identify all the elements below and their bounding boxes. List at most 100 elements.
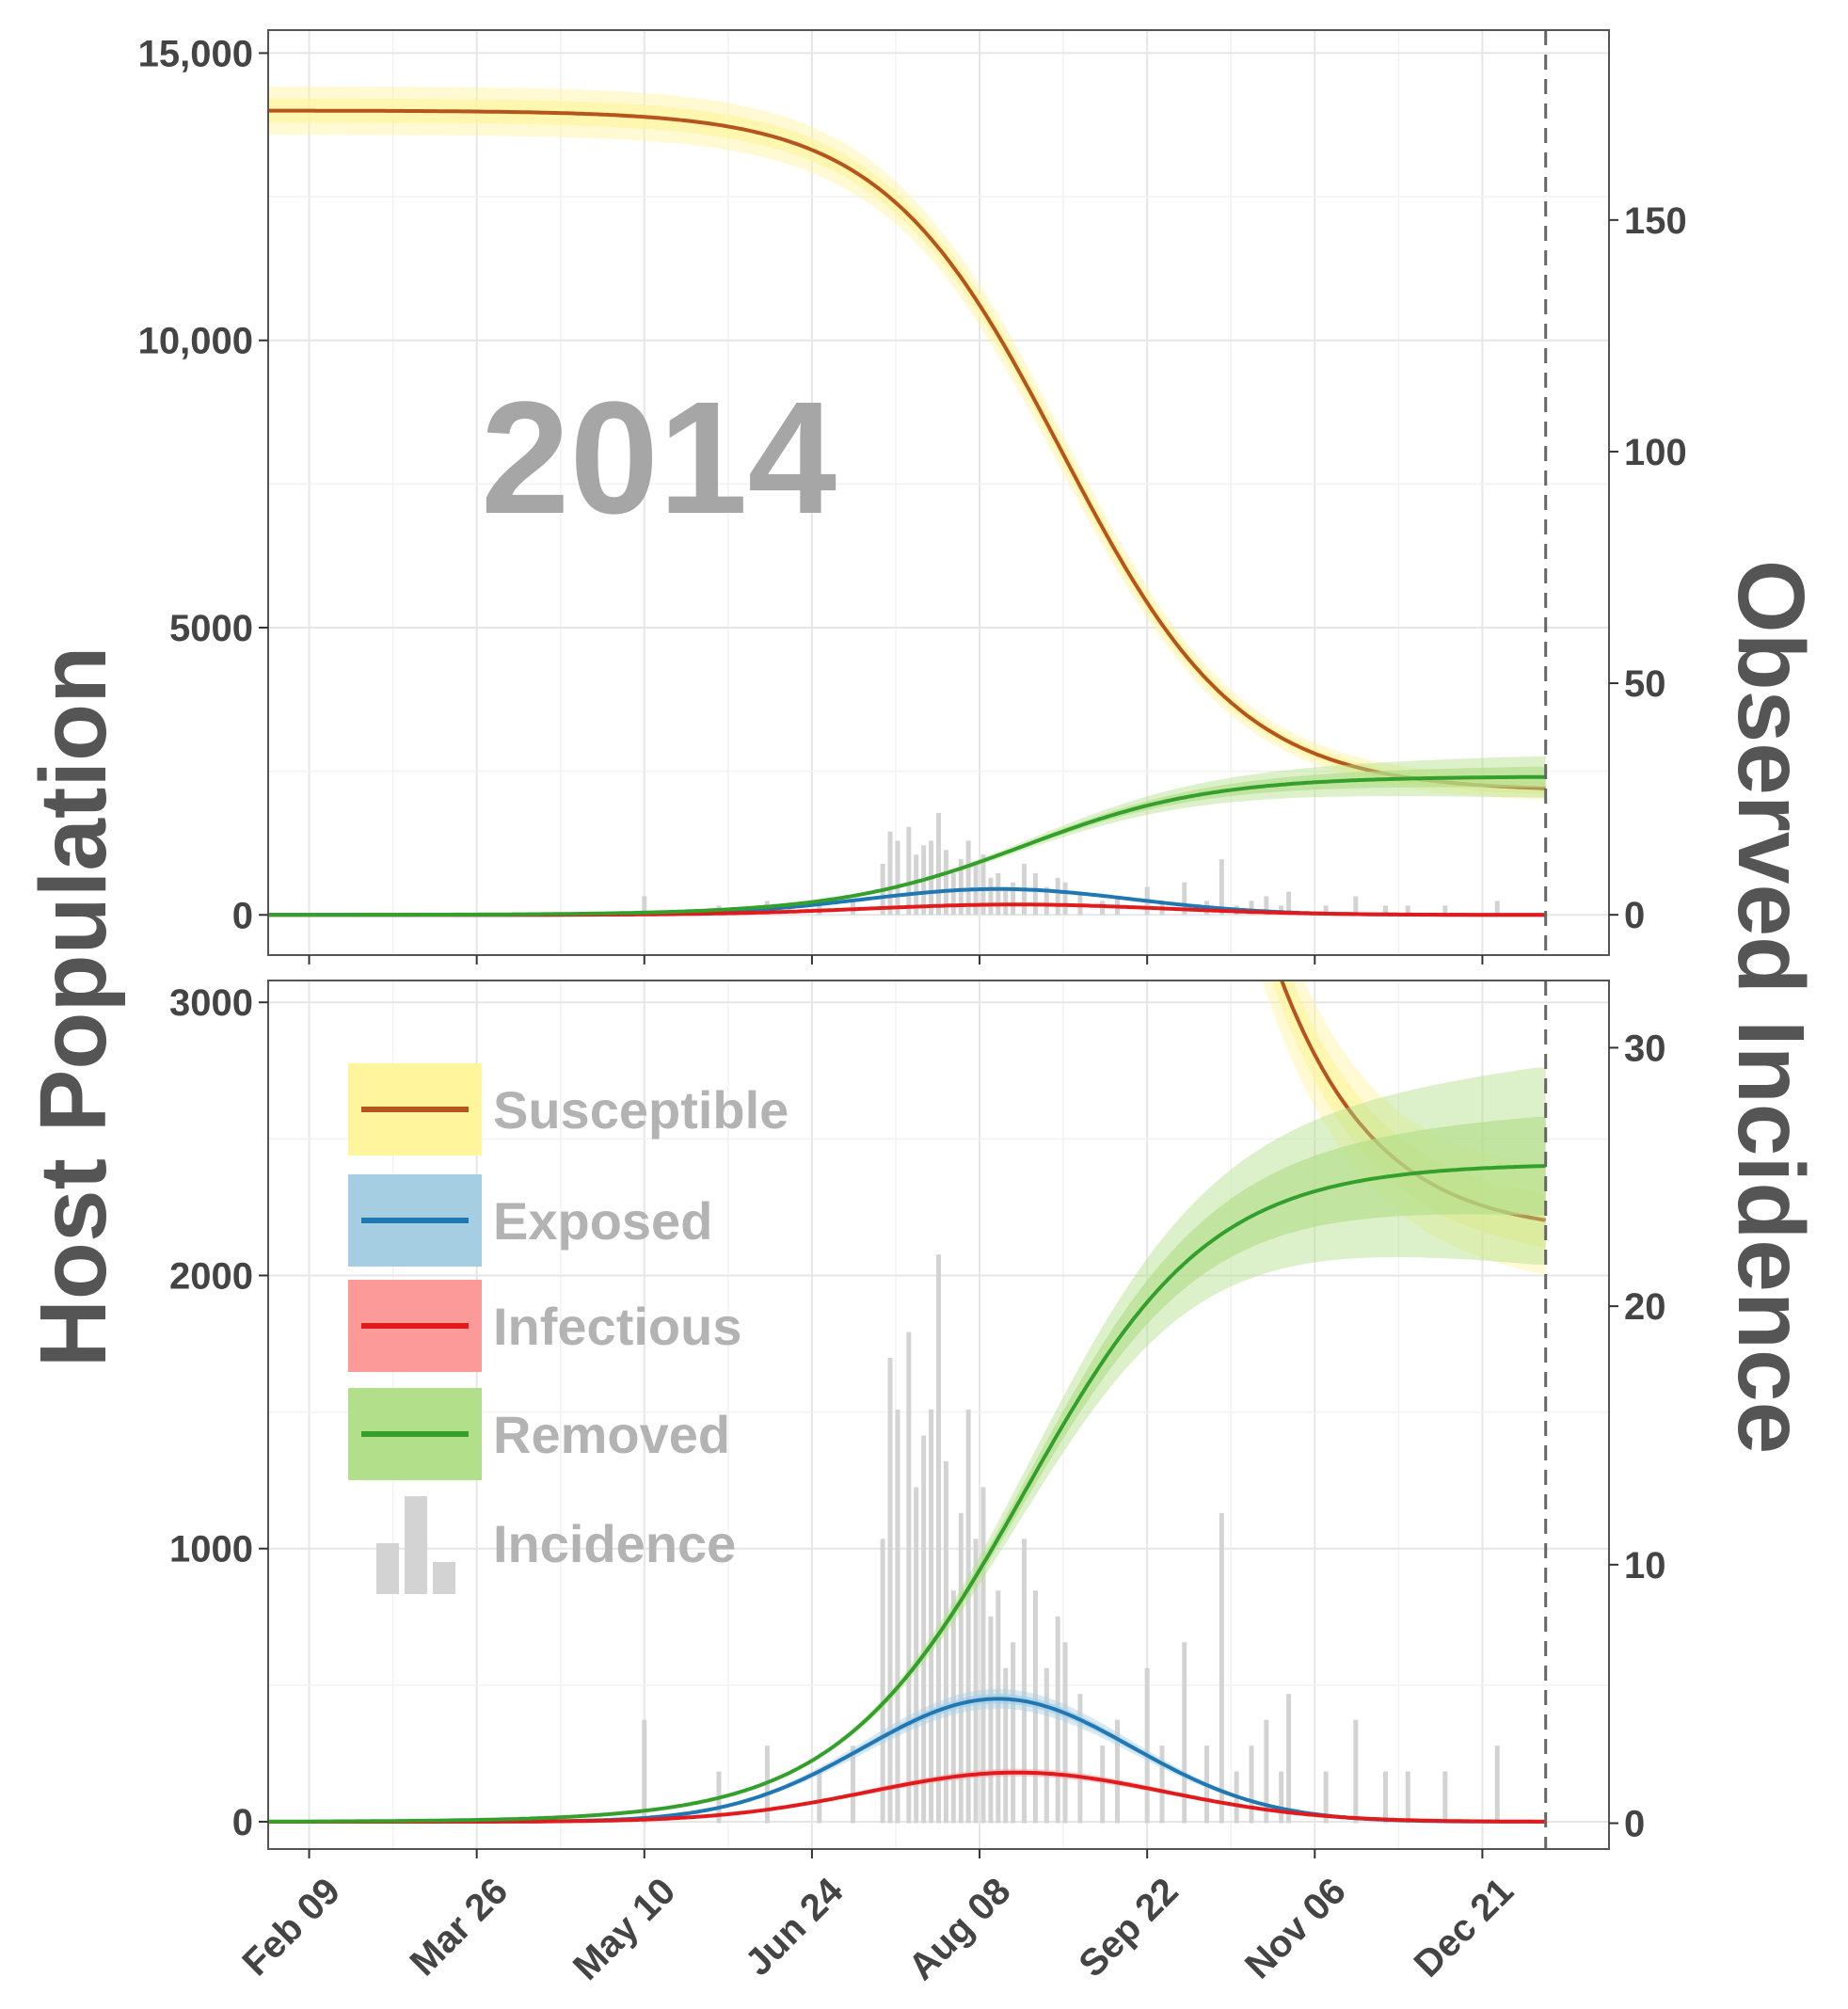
y-left-tick-label: 3000 (169, 982, 253, 1024)
incidence-bar (936, 812, 941, 916)
y-left-tick-label: 5000 (169, 608, 253, 649)
incidence-bar (895, 840, 900, 916)
x-tick-label: Jun 24 (738, 1870, 852, 1984)
incidence-bar (965, 1410, 971, 1824)
incidence-bar (980, 854, 986, 916)
incidence-bar (1219, 1512, 1224, 1824)
legend-incidence-bar (405, 1496, 427, 1594)
incidence-bar (887, 831, 893, 916)
incidence-bar (1011, 1642, 1016, 1824)
incidence-bar (895, 1410, 900, 1824)
incidence-bar (1159, 1746, 1165, 1824)
incidence-bar (1249, 1746, 1254, 1824)
incidence-bar (1323, 1771, 1329, 1824)
incidence-bar (1405, 1771, 1410, 1824)
susceptible-band (268, 86, 1546, 800)
incidence-bar (1144, 1667, 1150, 1824)
incidence-bar (880, 1539, 885, 1824)
y-right-tick-label: 100 (1624, 432, 1687, 473)
incidence-bar (887, 1358, 893, 1824)
incidence-bar (1032, 872, 1038, 916)
incidence-bar (1077, 1694, 1083, 1824)
incidence-bar (1055, 877, 1060, 916)
incidence-bar (996, 1590, 1001, 1824)
incidence-bar (1003, 886, 1009, 916)
incidence-bar (980, 1487, 986, 1824)
incidence-bar (1043, 1667, 1049, 1824)
y-left-tick-label: 0 (232, 1802, 253, 1843)
grid (268, 30, 1609, 955)
legend-label-infectious: Infectious (493, 1297, 741, 1356)
incidence-bar (943, 850, 948, 916)
incidence-bar (1249, 901, 1254, 916)
incidence-bar (1442, 905, 1448, 916)
x-tick-label: May 10 (566, 1870, 683, 1987)
incidence-bar (1494, 901, 1500, 916)
incidence-bar (936, 1254, 941, 1824)
incidence-bar (1323, 905, 1329, 916)
incidence-bar (965, 840, 971, 916)
incidence-bar (906, 1331, 912, 1824)
incidence-bar (1182, 1642, 1187, 1824)
incidence-bar (1264, 896, 1269, 916)
incidence-bar (1115, 1719, 1120, 1824)
incidence-bar (1182, 882, 1187, 916)
incidence-bar (958, 1512, 964, 1824)
y-right-tick-label: 10 (1624, 1545, 1666, 1586)
legend-incidence-bar (433, 1562, 455, 1594)
y-left-tick-label: 1000 (169, 1529, 253, 1571)
susceptible-band (1271, 981, 1546, 1248)
removed-line (268, 1164, 1546, 1824)
incidence-bar (1442, 1771, 1448, 1824)
legend-label-incidence: Incidence (493, 1514, 736, 1573)
incidence-bar (943, 1460, 948, 1824)
y-right-tick-label: 0 (1624, 1804, 1645, 1845)
incidence-bar (1279, 905, 1284, 916)
legend-incidence-bar (376, 1543, 399, 1594)
incidence-bar (1286, 1694, 1292, 1824)
incidence-bar (1279, 1771, 1284, 1824)
incidence-bar (973, 1539, 979, 1824)
incidence-bar (1022, 1539, 1028, 1824)
legend-label-exposed: Exposed (493, 1191, 712, 1251)
panel-frame (267, 29, 1610, 956)
x-tick-label: Aug 08 (900, 1870, 1018, 1987)
incidence-bar (914, 1487, 919, 1824)
x-tick-label: Nov 06 (1237, 1870, 1354, 1986)
x-tick-label: Sep 22 (1071, 1870, 1186, 1985)
incidence-bar (850, 1746, 855, 1824)
incidence-bar (950, 872, 956, 916)
y-right-tick-label: 20 (1624, 1286, 1666, 1328)
incidence-bar (914, 854, 919, 916)
incidence-bar (996, 872, 1001, 916)
legend-label-susceptible: Susceptible (493, 1080, 789, 1140)
x-tick-label: Mar 26 (403, 1870, 517, 1984)
incidence-bar (1055, 1616, 1060, 1824)
incidence-bar (958, 859, 964, 916)
incidence-bar (1286, 891, 1292, 916)
incidence-bar (921, 1435, 927, 1824)
incidence-bar (929, 1410, 934, 1824)
incidence-bars (642, 1254, 1500, 1824)
incidence-bar (1100, 1746, 1106, 1824)
y-left-tick-label: 15,000 (138, 33, 253, 74)
incidence-bar (1383, 1771, 1388, 1824)
susceptible-line (1280, 981, 1547, 1222)
y-left-tick-label: 10,000 (138, 321, 253, 362)
y-right-tick-label: 0 (1624, 895, 1645, 936)
incidence-bar (1383, 905, 1388, 916)
y-right-tick-label: 150 (1624, 200, 1687, 242)
y-right-tick-label: 50 (1624, 663, 1666, 705)
year-annotation: 2014 (481, 369, 836, 548)
legend-label-removed: Removed (493, 1405, 730, 1464)
plot-content (268, 86, 1546, 917)
plot-content (268, 981, 1547, 1824)
incidence-bar (817, 1771, 822, 1824)
panel-zoomed-population: 0 1000 2000 3000 0 10 20 30 (169, 980, 1666, 1858)
panel-frame (267, 980, 1610, 1850)
removed-line (268, 774, 1546, 917)
removed-band (268, 766, 1546, 916)
incidence-bar (1077, 891, 1083, 916)
panel-full-population: 0 5000 10,000 15,000 0 50 100 150 (138, 29, 1687, 965)
